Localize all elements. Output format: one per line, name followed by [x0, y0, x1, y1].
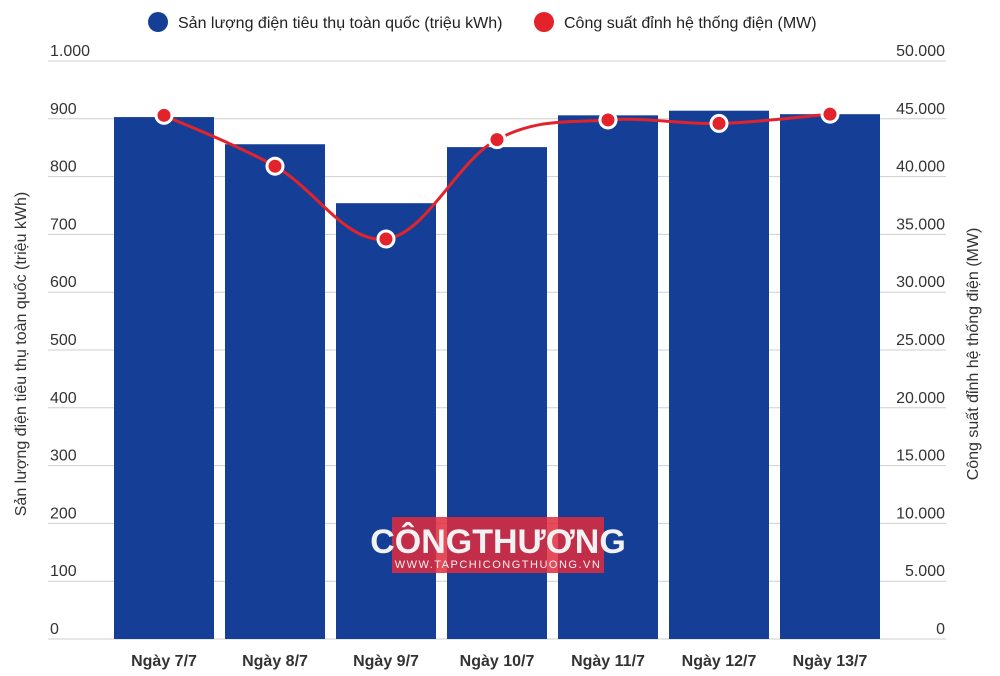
line-point [376, 229, 396, 249]
bar [225, 144, 325, 639]
y-tick-label-right: 5.000 [905, 563, 945, 580]
bar [669, 110, 769, 639]
y-tick-label-left: 300 [50, 448, 77, 465]
watermark-title: CÔNGTHƯƠNG [370, 522, 626, 561]
watermark-background [392, 517, 604, 573]
line-point [709, 113, 729, 133]
y-tick-label-left: 200 [50, 505, 77, 522]
y-tick-label-right: 50.000 [896, 43, 945, 60]
x-tick-label: Ngày 10/7 [460, 653, 535, 670]
y-axis-title-right: Công suất đỉnh hệ thống điện (MW) [965, 228, 982, 481]
x-tick-label: Ngày 7/7 [131, 653, 197, 670]
line-point [598, 110, 618, 130]
line-point [154, 105, 174, 125]
legend-label-consumption: Sản lượng điện tiêu thụ toàn quốc (triệu… [178, 15, 503, 32]
y-tick-label-left: 900 [50, 101, 77, 118]
bar [780, 114, 880, 639]
x-tick-label: Ngày 12/7 [682, 653, 757, 670]
y-tick-label-left: 600 [50, 274, 77, 291]
y-tick-label-right: 25.000 [896, 332, 945, 349]
right-axis-ticks: 0 5.000 10.000 15.000 20.000 25.000 30.000 35.0… [896, 43, 945, 638]
y-tick-label-right: 30.000 [896, 274, 945, 291]
line-point [820, 104, 840, 124]
y-tick-label-right: 20.000 [896, 390, 945, 407]
y-tick-label-left: 700 [50, 216, 77, 233]
y-tick-label-left: 500 [50, 332, 77, 349]
y-tick-label-left: 800 [50, 159, 77, 176]
x-tick-label: Ngày 11/7 [571, 653, 645, 670]
y-tick-label-right: 10.000 [896, 505, 945, 522]
y-tick-label-right: 0 [936, 621, 945, 638]
y-tick-label-right: 40.000 [896, 159, 945, 176]
bar [114, 117, 214, 640]
line-point [265, 156, 285, 176]
category-labels: Ngày 7/7 Ngày 8/7 Ngày 9/7 Ngày 10/7 Ngày 11… [131, 653, 867, 670]
x-tick-label: Ngày 13/7 [793, 653, 868, 670]
y-tick-label-left: 100 [50, 563, 77, 580]
x-tick-label: Ngày 9/7 [353, 653, 419, 670]
line-series [154, 104, 840, 249]
legend: Sản lượng điện tiêu thụ toàn quốc (triệu… [148, 12, 817, 32]
legend-marker-peak-capacity [534, 12, 554, 32]
x-tick-label: Ngày 8/7 [242, 653, 308, 670]
y-tick-label-left: 400 [50, 390, 77, 407]
y-axis-title-left: Sản lượng điện tiêu thụ toàn quốc (triệu… [13, 192, 30, 517]
y-tick-label-right: 15.000 [896, 448, 945, 465]
bar [336, 203, 436, 640]
y-tick-label-left: 0 [50, 621, 59, 638]
y-tick-label-left: 1.000 [50, 43, 90, 60]
watermark-url: WWW.TAPCHICONGTHUONG.VN [395, 559, 602, 571]
watermark: CÔNGTHƯƠNG WWW.TAPCHICONGTHUONG.VN [370, 517, 626, 573]
y-tick-label-right: 45.000 [896, 101, 945, 118]
line-point [487, 130, 507, 150]
left-axis-ticks: 0 100 200 300 400 500 600 700 800 900 1.000 [50, 43, 90, 638]
legend-marker-consumption [148, 12, 168, 32]
y-tick-label-right: 35.000 [896, 216, 945, 233]
legend-label-peak-capacity: Công suất đỉnh hệ thống điện (MW) [564, 15, 817, 32]
